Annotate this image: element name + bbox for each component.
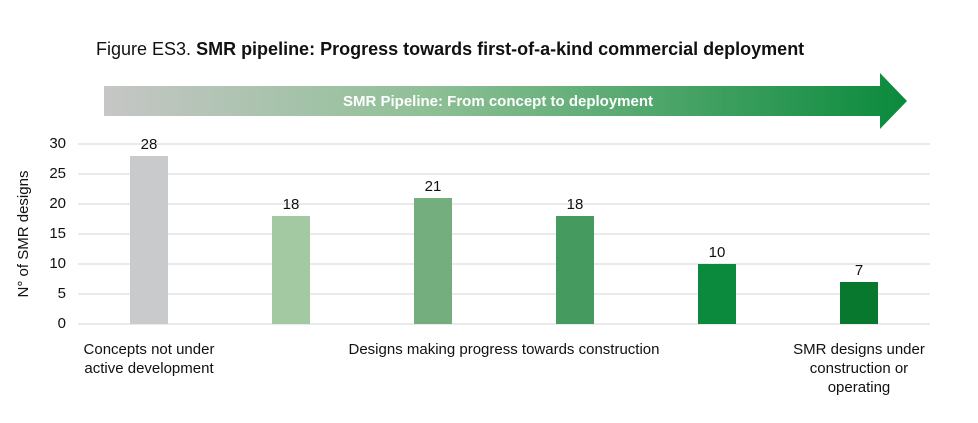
- value-label: 10: [709, 244, 726, 261]
- bar: [272, 216, 310, 324]
- banner-text: SMR Pipeline: From concept to deployment: [343, 93, 653, 110]
- bar: [556, 216, 594, 324]
- group-label: SMR designs under construction or operat…: [793, 341, 925, 396]
- bar: [130, 156, 168, 324]
- y-tick-label: 20: [49, 195, 66, 212]
- y-tick-label: 25: [49, 165, 66, 182]
- value-label: 18: [283, 196, 300, 213]
- figure-label: Figure ES3.: [96, 39, 191, 59]
- y-tick-label: 10: [49, 255, 66, 272]
- value-label: 28: [141, 136, 158, 153]
- y-axis-label: N° of SMR designs: [15, 171, 32, 298]
- value-label: 18: [567, 196, 584, 213]
- value-label: 21: [425, 178, 442, 195]
- bar: [840, 282, 878, 324]
- bar: [698, 264, 736, 324]
- group-label: Designs making progress towards construc…: [348, 341, 660, 358]
- y-tick-label: 5: [58, 285, 66, 302]
- y-tick-label: 30: [49, 135, 66, 152]
- group-label: Concepts not under active development: [83, 341, 215, 377]
- value-label: 7: [855, 262, 863, 279]
- y-tick-label: 0: [58, 315, 66, 332]
- pipeline-arrow: [104, 73, 907, 129]
- title: SMR pipeline: Progress towards first-of-…: [196, 39, 804, 59]
- bar: [414, 198, 452, 324]
- chart-title: Figure ES3. SMR pipeline: Progress towar…: [96, 39, 804, 59]
- y-tick-label: 15: [49, 225, 66, 242]
